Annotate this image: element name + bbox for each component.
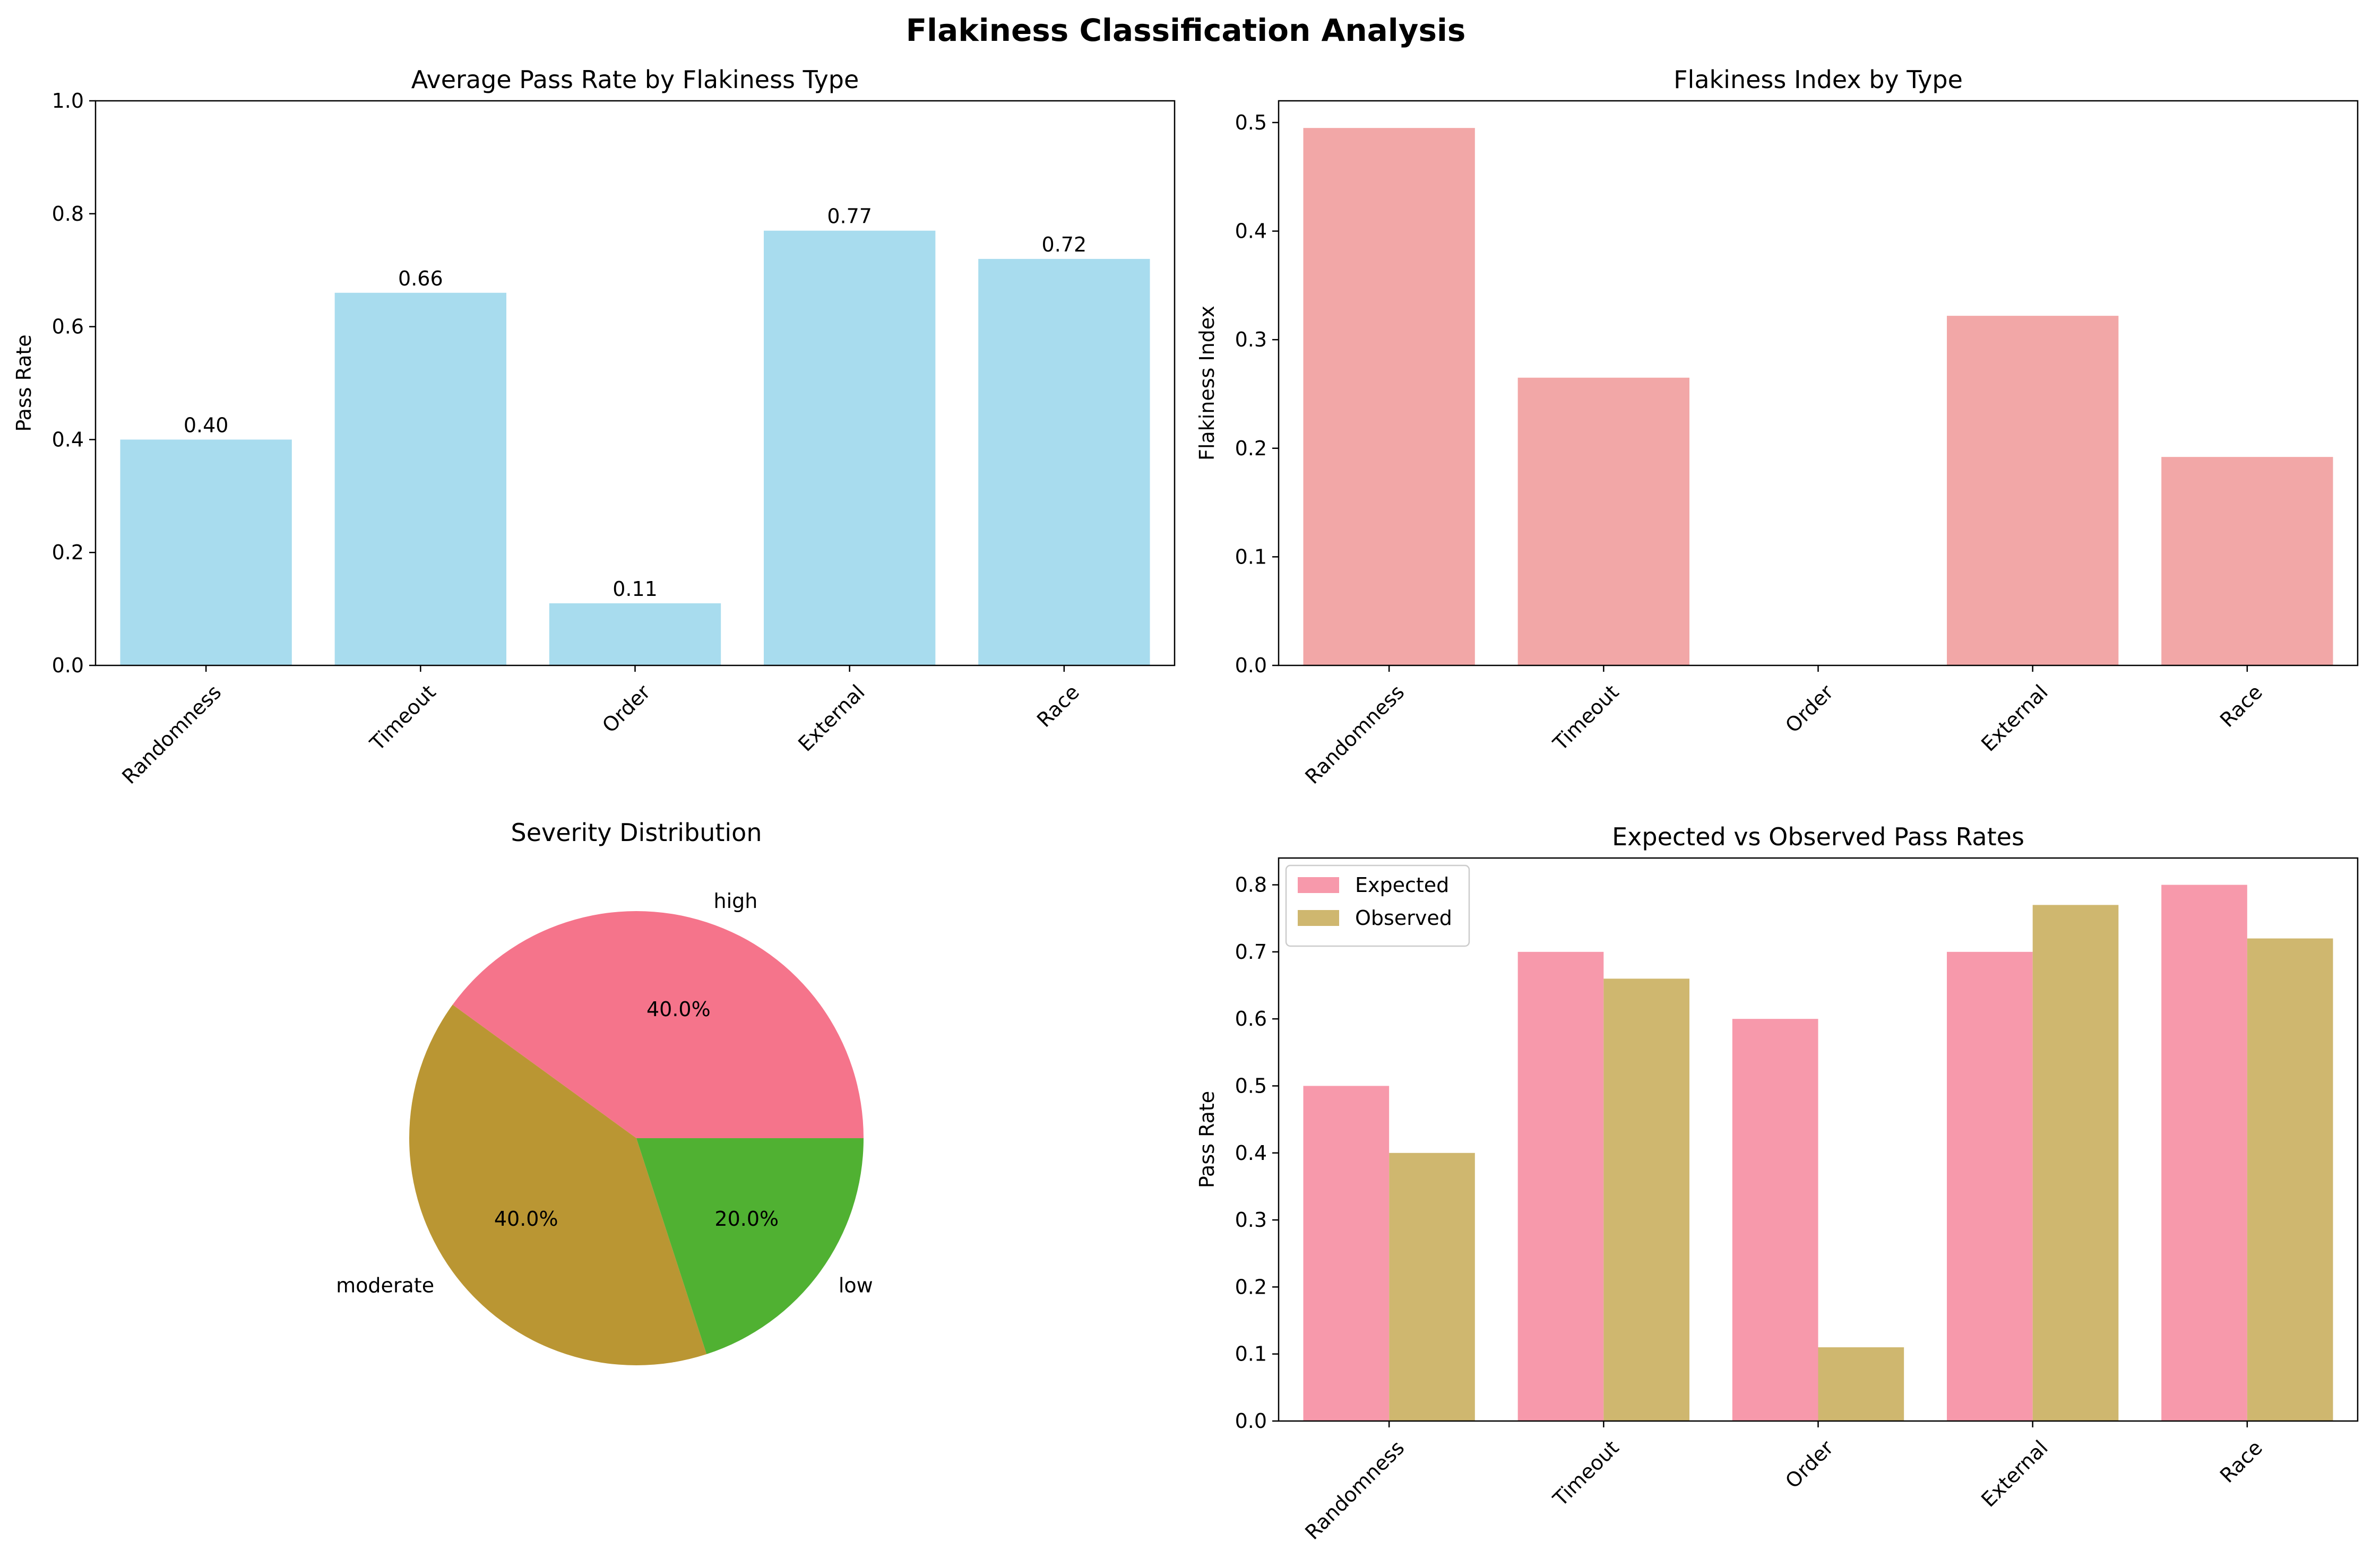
- bar-expected-randomness: [1303, 1086, 1390, 1421]
- bar-observed-race: [2247, 938, 2333, 1421]
- data-label-randomness: 0.40: [184, 413, 229, 437]
- data-label-race: 0.72: [1042, 233, 1087, 256]
- bar-race: [2161, 457, 2333, 665]
- y-tick-label: 0.4: [1235, 220, 1267, 243]
- y-axis-label: Pass Rate: [12, 334, 36, 431]
- y-tick-label: 0.5: [1235, 111, 1267, 134]
- y-tick-label: 0.3: [1235, 328, 1267, 351]
- legend-label-expected: Expected: [1355, 873, 1449, 897]
- y-tick-label: 0.7: [1235, 940, 1267, 964]
- subplot-title: Flakiness Index by Type: [1674, 65, 1963, 94]
- bar-order: [549, 603, 721, 665]
- y-tick-label: 0.1: [1235, 1342, 1267, 1366]
- bar-observed-order: [1818, 1347, 1904, 1421]
- subplot-1: Average Pass Rate by Flakiness Type 0.40 0…: [12, 65, 1176, 789]
- bar-timeout: [1517, 377, 1689, 665]
- pie-pct-low: 20.0%: [714, 1207, 779, 1231]
- pie-label-moderate: moderate: [336, 1274, 434, 1297]
- y-tick-label: 0.8: [1235, 873, 1267, 897]
- y-tick-label: 0.0: [1235, 1409, 1267, 1433]
- pie-label-low: low: [839, 1274, 873, 1297]
- y-tick-label: 0.1: [1235, 545, 1267, 568]
- bar-randomness: [1303, 128, 1475, 666]
- bar-observed-timeout: [1603, 978, 1689, 1421]
- bar-external: [1947, 316, 2119, 665]
- pie-pct-moderate: 40.0%: [494, 1207, 558, 1231]
- y-axis-label: Flakiness Index: [1195, 306, 1219, 461]
- y-tick-label: 0.2: [52, 541, 84, 564]
- y-tick-label: 0.0: [52, 654, 84, 677]
- pie-slice-high: [452, 911, 864, 1138]
- data-label-timeout: 0.66: [398, 267, 443, 290]
- bar-external: [764, 230, 936, 666]
- y-tick-label: 0.2: [1235, 437, 1267, 460]
- y-tick-label: 0.8: [52, 202, 84, 226]
- pie-pct-high: 40.0%: [646, 998, 711, 1021]
- bar-randomness: [120, 439, 292, 665]
- y-tick-label: 0.5: [1235, 1074, 1267, 1097]
- bar-observed-external: [2032, 905, 2119, 1421]
- y-tick-label: 0.0: [1235, 654, 1267, 677]
- subplot-title: Average Pass Rate by Flakiness Type: [411, 65, 859, 94]
- pie-slice-low: [636, 1138, 864, 1355]
- bar-expected-order: [1732, 1019, 1818, 1421]
- bar-race: [978, 258, 1150, 665]
- y-tick-label: 0.3: [1235, 1208, 1267, 1232]
- subplot-title: Severity Distribution: [511, 818, 762, 847]
- bar-observed-randomness: [1389, 1153, 1475, 1421]
- bar-expected-race: [2161, 885, 2247, 1421]
- y-axis-label: Pass Rate: [1195, 1091, 1219, 1188]
- y-tick-label: 0.4: [52, 428, 84, 451]
- legend-label-observed: Observed: [1355, 906, 1452, 930]
- legend-swatch-observed: [1298, 910, 1339, 926]
- legend-swatch-expected: [1298, 877, 1339, 893]
- y-tick-label: 0.2: [1235, 1275, 1267, 1298]
- data-label-order: 0.11: [613, 577, 658, 601]
- y-tick-label: 1.0: [52, 89, 84, 112]
- subplot-3: Severity Distribution 40.0% high 40.0% moder…: [336, 818, 873, 1365]
- bar-expected-timeout: [1517, 951, 1604, 1421]
- y-tick-label: 0.4: [1235, 1141, 1267, 1165]
- pie-slice-moderate: [409, 1004, 707, 1365]
- y-tick-label: 0.6: [1235, 1007, 1267, 1030]
- bar-timeout: [334, 292, 506, 665]
- data-label-external: 0.77: [827, 205, 872, 228]
- y-tick-label: 0.6: [52, 315, 84, 339]
- pie-label-high: high: [713, 889, 757, 913]
- figure-title: Flakiness Classification Analysis: [906, 12, 1466, 48]
- subplot-title: Expected vs Observed Pass Rates: [1612, 822, 2024, 851]
- bar-expected-external: [1947, 951, 2033, 1421]
